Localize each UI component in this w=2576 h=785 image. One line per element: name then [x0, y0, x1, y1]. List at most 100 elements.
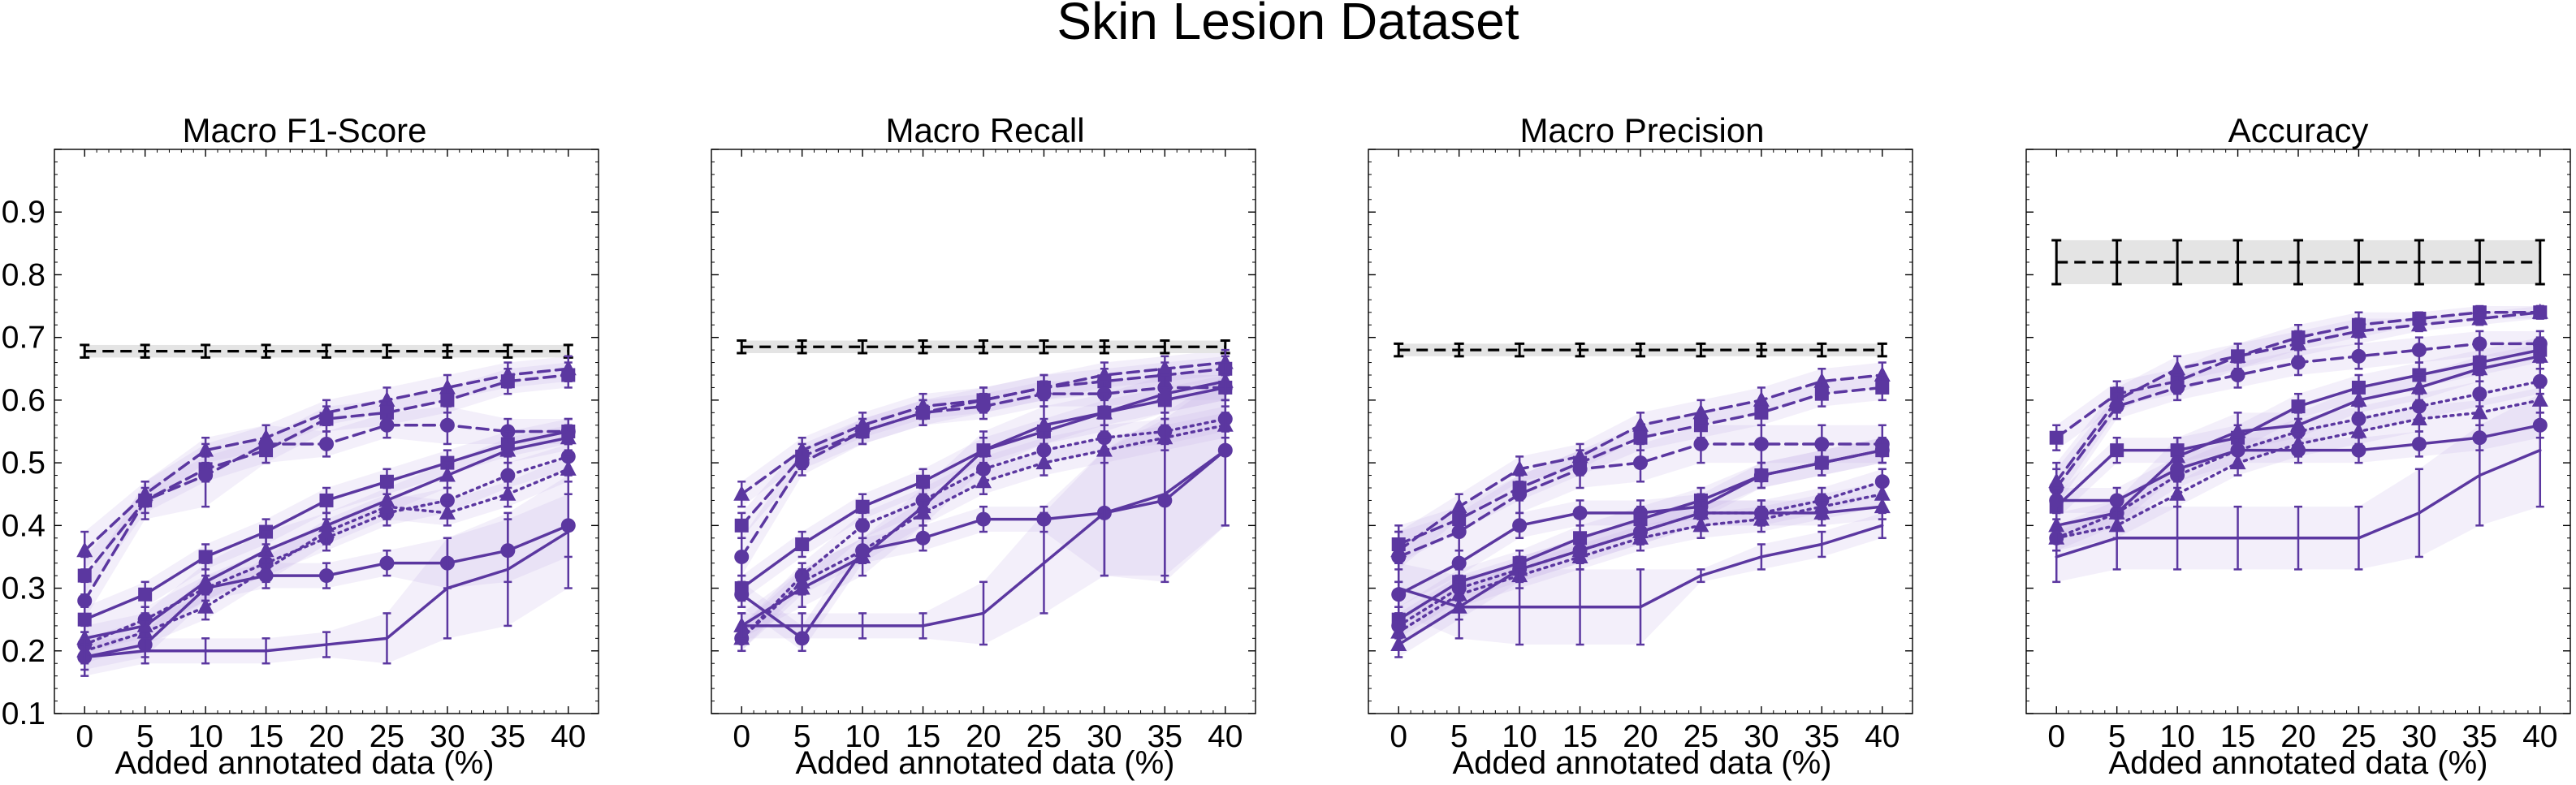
data-point	[734, 518, 749, 533]
data-point	[1692, 403, 1709, 420]
data-point	[1633, 455, 1648, 471]
x-tick-label: 25	[1027, 719, 1061, 754]
x-tick-label: 15	[2220, 719, 2255, 754]
data-point	[1814, 386, 1829, 401]
x-tick-label: 5	[2108, 719, 2126, 754]
data-point	[379, 474, 394, 489]
series-band	[1398, 362, 1882, 570]
data-point	[1512, 518, 1528, 533]
data-point	[257, 541, 274, 558]
data-point	[2109, 493, 2124, 508]
data-point	[1874, 485, 1891, 501]
data-point	[500, 374, 515, 389]
series-line	[1397, 480, 1884, 628]
plot-area	[1390, 342, 1891, 658]
data-point	[1874, 498, 1891, 514]
x-axis-label: Added annotated data (%)	[1452, 745, 1831, 781]
series-line	[1397, 492, 1884, 634]
data-point	[855, 518, 871, 533]
data-point	[2110, 443, 2124, 458]
x-tick-label: 40	[1208, 719, 1243, 754]
data-point	[1451, 524, 1467, 540]
x-tick-label: 20	[1623, 719, 1658, 754]
data-point	[1753, 390, 1770, 407]
data-point	[2351, 348, 2366, 364]
data-point	[2410, 378, 2427, 395]
data-point	[319, 568, 334, 584]
x-tick-label: 0	[1390, 719, 1407, 754]
data-point	[379, 555, 395, 571]
data-point	[560, 429, 577, 445]
x-axis-label: Added annotated data (%)	[795, 745, 1174, 781]
data-point	[561, 368, 576, 382]
data-point	[560, 459, 577, 476]
data-point	[1875, 443, 1890, 458]
data-point	[1814, 436, 1830, 451]
data-point	[915, 405, 931, 421]
data-point	[2351, 442, 2366, 458]
data-point	[855, 499, 870, 514]
data-point	[975, 441, 992, 457]
data-point	[1754, 468, 1769, 483]
x-tick-label: 25	[2341, 719, 2376, 754]
x-tick-label: 40	[2522, 719, 2557, 754]
y-tick-label: 0.1	[2, 697, 45, 731]
x-tick-label: 40	[551, 719, 586, 754]
data-point	[76, 541, 93, 558]
panel-macro-recall: Macro Recall Added annotated data (%) 0 5…	[711, 111, 1256, 781]
series-line	[2055, 399, 2542, 540]
data-point	[1753, 436, 1769, 451]
x-tick-label: 30	[1087, 719, 1122, 754]
data-point	[733, 485, 750, 501]
data-point	[378, 390, 395, 407]
data-point	[1692, 503, 1709, 520]
data-point	[1511, 459, 1528, 476]
data-point	[2229, 347, 2246, 363]
x-tick-label: 30	[2401, 719, 2436, 754]
data-point	[1451, 555, 1467, 571]
data-point	[1632, 523, 1649, 539]
y-tick-label: 0.6	[2, 383, 45, 418]
x-tick-label: 40	[1865, 719, 1900, 754]
x-tick-label: 20	[2280, 719, 2315, 754]
data-point	[1874, 366, 1891, 382]
data-point	[499, 485, 516, 501]
data-point	[2471, 403, 2488, 420]
x-tick-label: 5	[136, 719, 154, 754]
panel-accuracy: Accuracy Added annotated data (%) 0 5 10 15…	[2025, 111, 2571, 781]
y-tick-label: 0.3	[2, 571, 45, 606]
x-tick-label: 0	[733, 719, 750, 754]
x-axis-label: Added annotated data (%)	[115, 745, 494, 781]
y-tick-label: 0.5	[2, 446, 45, 481]
data-point	[1096, 441, 1113, 457]
data-point	[258, 568, 274, 584]
data-point	[1875, 380, 1890, 395]
data-point	[258, 436, 274, 451]
data-point	[2531, 303, 2548, 319]
data-point	[1511, 560, 1528, 576]
data-point	[77, 568, 92, 583]
data-point	[975, 472, 992, 489]
data-point	[1814, 455, 1829, 470]
x-tick-label: 5	[793, 719, 811, 754]
data-point	[2531, 347, 2548, 363]
data-point	[2169, 360, 2186, 376]
data-point	[1035, 454, 1052, 470]
data-point	[1813, 503, 1830, 520]
panel-macro-f1-score: Macro F1-Score Added annotated data (%) …	[2, 111, 599, 781]
data-point	[439, 503, 456, 520]
data-point	[439, 378, 456, 395]
data-point	[1450, 498, 1467, 514]
data-point	[795, 537, 810, 551]
data-point	[914, 503, 931, 520]
data-point	[1753, 503, 1770, 520]
x-tick-label: 0	[2047, 719, 2065, 754]
plot-area	[76, 343, 577, 677]
data-point	[2291, 442, 2306, 458]
data-point	[439, 466, 456, 482]
data-point	[1156, 385, 1173, 401]
data-point	[138, 587, 153, 602]
data-point	[379, 417, 395, 433]
data-point	[2411, 343, 2427, 358]
